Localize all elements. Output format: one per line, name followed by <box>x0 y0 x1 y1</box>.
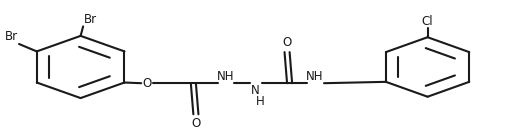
Text: Br: Br <box>84 13 97 26</box>
Text: NH: NH <box>305 70 323 83</box>
Text: NH: NH <box>216 70 234 83</box>
Text: O: O <box>282 36 291 49</box>
Text: Cl: Cl <box>421 15 433 28</box>
Text: O: O <box>143 77 152 90</box>
Text: H: H <box>256 95 265 108</box>
Text: O: O <box>191 117 200 130</box>
Text: Br: Br <box>5 30 18 43</box>
Text: N: N <box>251 84 260 97</box>
